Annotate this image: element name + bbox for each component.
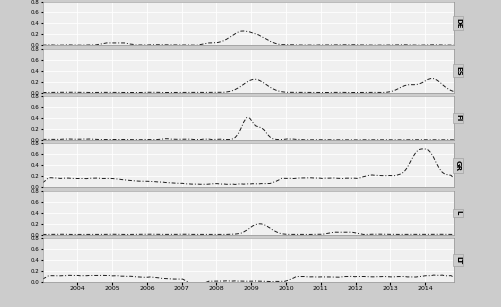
Text: L: L	[455, 210, 461, 215]
Text: ES: ES	[455, 66, 461, 76]
Text: LT: LT	[455, 256, 461, 264]
Text: GR: GR	[455, 160, 461, 171]
Text: DE: DE	[455, 18, 461, 29]
Text: FI: FI	[455, 115, 461, 122]
